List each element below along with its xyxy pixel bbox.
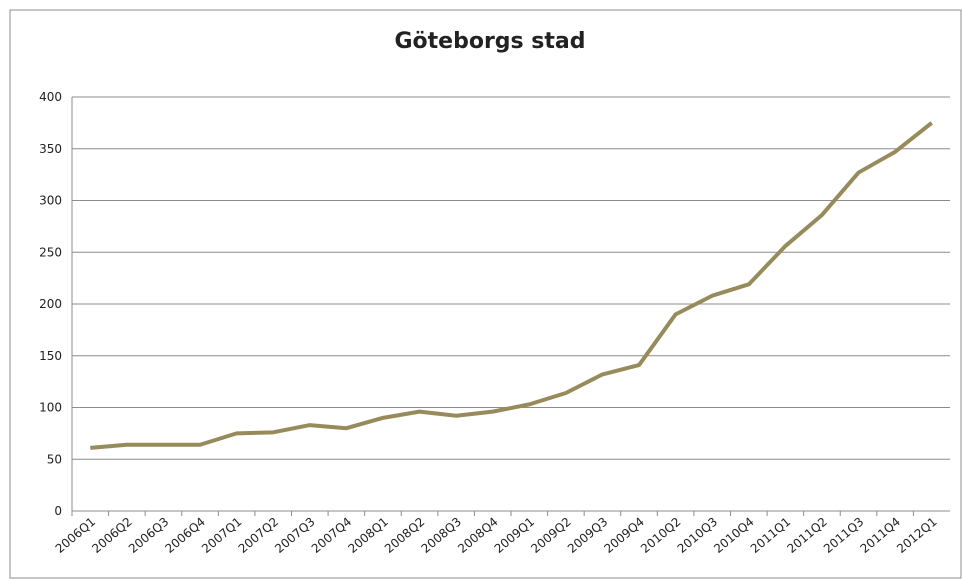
- y-tick-label: 150: [39, 349, 62, 363]
- chart-border: [9, 9, 962, 579]
- y-tick-label: 50: [47, 452, 62, 466]
- y-tick-label: 250: [39, 245, 62, 259]
- y-tick-label: 200: [39, 297, 62, 311]
- y-tick-label: 350: [39, 142, 62, 156]
- y-tick-label: 400: [39, 90, 62, 104]
- data-line: [90, 121, 933, 450]
- y-tick-label: 300: [39, 194, 62, 208]
- y-tick-label: 100: [39, 401, 62, 415]
- y-tick-label: 0: [54, 504, 62, 518]
- chart-title: Göteborgs stad: [394, 29, 585, 54]
